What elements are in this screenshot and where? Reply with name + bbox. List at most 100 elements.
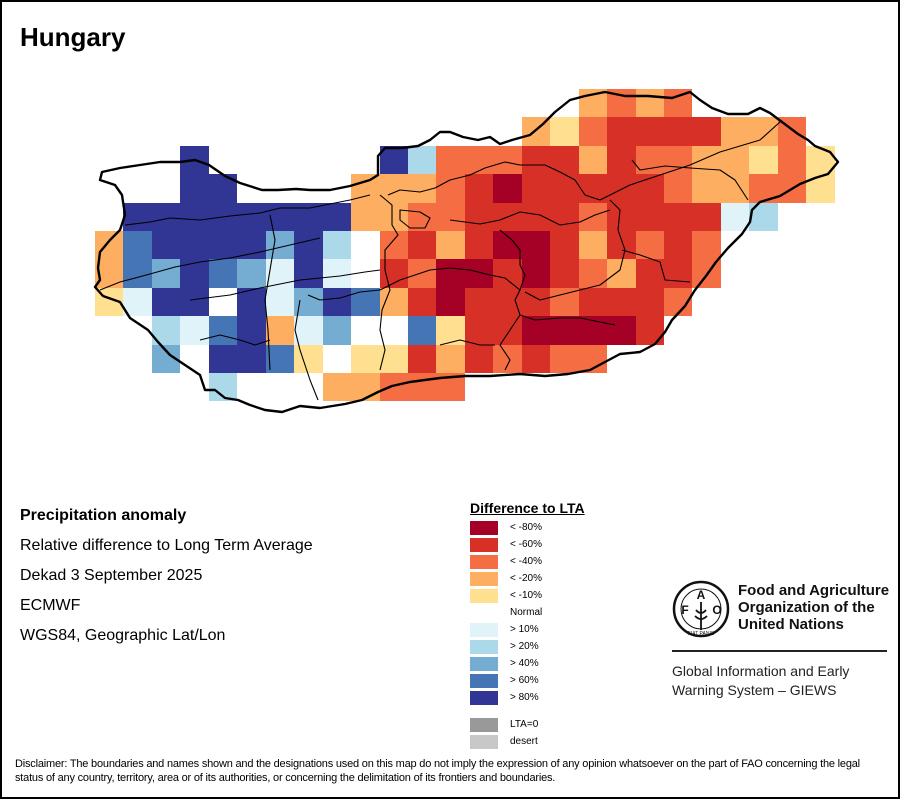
grid-cell <box>522 203 550 231</box>
grid-cell <box>436 259 465 288</box>
grid-cell <box>323 203 351 231</box>
grid-cell <box>294 288 323 316</box>
grid-cell <box>380 231 408 259</box>
fao-name-line-1: Food and Agriculture <box>738 582 890 599</box>
grid-cell <box>323 231 351 259</box>
map-title: Hungary <box>20 22 126 52</box>
grid-cell <box>636 203 664 231</box>
grid-cell <box>180 288 209 316</box>
legend-title: Difference to LTA <box>470 500 585 516</box>
grid-cell <box>493 174 522 203</box>
grid-cell <box>579 203 607 231</box>
legend-swatch <box>470 735 498 749</box>
county-border <box>621 249 691 283</box>
grid-cell <box>550 259 579 288</box>
grid-cell <box>579 259 607 288</box>
grid-cell <box>323 316 351 345</box>
grid-cell <box>351 288 380 316</box>
grid-cell <box>493 259 522 288</box>
county-border <box>524 199 626 301</box>
giews-line-1: Global Information and Early <box>672 663 850 679</box>
county-border <box>387 161 561 196</box>
grid-cell <box>351 373 380 401</box>
country-border <box>93 90 840 414</box>
grid-cell <box>778 146 806 174</box>
legend-label: < -40% <box>510 556 542 567</box>
grid-cell <box>749 117 778 146</box>
legend-label: > 40% <box>510 658 539 669</box>
grid-cell <box>323 288 351 316</box>
grid-cell <box>436 288 465 316</box>
grid-cell <box>436 231 465 259</box>
legend-swatch <box>470 538 498 552</box>
county-border <box>519 314 616 326</box>
grid-cell <box>522 259 550 288</box>
grid-cell <box>465 231 493 259</box>
grid-cell <box>579 117 607 146</box>
grid-cell <box>607 146 636 174</box>
grid-cell <box>436 174 465 203</box>
emblem-letter-f: F <box>681 603 688 617</box>
legend-label: desert <box>510 736 538 747</box>
legend-swatch <box>470 623 498 637</box>
legend-swatch <box>470 674 498 688</box>
grid-cell <box>408 203 436 231</box>
grid-cell <box>550 288 579 316</box>
grid-cell <box>465 174 493 203</box>
fao-name-line-2: Organization of the <box>738 599 875 616</box>
map-subtitle: Relative difference to Long Term Average <box>20 537 313 554</box>
grid-cell <box>607 117 636 146</box>
county-border <box>307 267 521 301</box>
grid-cell <box>522 146 550 174</box>
grid-cell <box>607 231 636 259</box>
grid-cell <box>294 259 323 288</box>
grid-cell <box>123 203 152 231</box>
county-border <box>399 209 431 229</box>
grid-cell <box>465 259 493 288</box>
county-border <box>264 214 276 371</box>
grid-cell <box>408 259 436 288</box>
grid-cell <box>180 259 209 288</box>
grid-cell <box>209 259 237 288</box>
grid-cell <box>237 203 266 231</box>
grid-cell <box>721 174 749 203</box>
legend-label: < -10% <box>510 590 542 601</box>
grid-cell <box>664 203 692 231</box>
grid-cell <box>664 117 692 146</box>
legend-swatch <box>470 555 498 569</box>
legend-label: > 80% <box>510 692 539 703</box>
county-border <box>189 269 381 301</box>
grid-cell <box>692 174 721 203</box>
grid-cell <box>636 146 664 174</box>
grid-cell <box>294 231 323 259</box>
county-border <box>379 194 399 371</box>
legend-swatch <box>470 521 498 535</box>
legend-label: < -20% <box>510 573 542 584</box>
disclaimer: Disclaimer: The boundaries and names sho… <box>15 758 860 784</box>
grid-cell <box>493 231 522 259</box>
grid-cell <box>692 231 721 259</box>
legend-label: < -80% <box>510 522 542 533</box>
emblem-motto: FIAT PANIS <box>688 631 715 637</box>
grid-cell <box>806 174 835 203</box>
grid-cell <box>294 203 323 231</box>
grid-cell <box>152 288 180 316</box>
county-border <box>199 334 271 346</box>
grid-cell <box>351 345 380 373</box>
grid-cell <box>380 373 408 401</box>
legend-label: > 20% <box>510 641 539 652</box>
grid-cell <box>408 316 436 345</box>
grid-cell <box>380 345 408 373</box>
grid-cell <box>579 146 607 174</box>
grid-cell <box>636 259 664 288</box>
legend-swatch <box>470 657 498 671</box>
grid-cell <box>436 146 465 174</box>
grid-cell <box>408 345 436 373</box>
grid-cell <box>408 146 436 174</box>
grid-cell <box>550 117 579 146</box>
grid-cell <box>351 203 380 231</box>
grid-cell <box>465 316 493 345</box>
grid-cell <box>806 146 835 174</box>
grid-cell <box>493 146 522 174</box>
grid-cell <box>522 345 550 373</box>
